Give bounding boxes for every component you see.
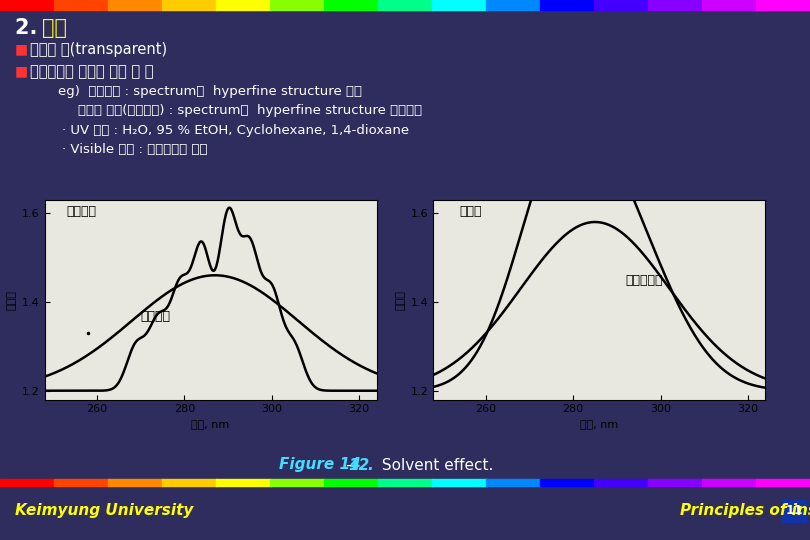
Bar (270, 0, 325, 10)
Text: 기체상태: 기체상태 (66, 205, 96, 218)
Bar (0, 479, 55, 486)
Text: 흥광물질에 영향을 주지 말 것: 흥광물질에 영향을 주지 말 것 (30, 64, 154, 79)
Bar (702, 0, 757, 10)
Bar (162, 479, 217, 486)
Bar (756, 479, 810, 486)
Bar (648, 0, 703, 10)
Bar (648, 479, 703, 486)
Bar (162, 0, 217, 10)
Text: Solvent effect.: Solvent effect. (377, 457, 493, 472)
Text: 투명할 것(transparent): 투명할 것(transparent) (30, 42, 167, 57)
Bar (108, 479, 163, 486)
Bar (782, 500, 806, 522)
Text: 헵탄용매: 헵탄용매 (141, 309, 171, 323)
Y-axis label: 진동수: 진동수 (395, 290, 405, 309)
Bar (432, 479, 487, 486)
Text: 2.: 2. (15, 18, 45, 38)
Text: .: . (367, 457, 373, 472)
Text: · Visible 영역 : 무색용매만 사용: · Visible 영역 : 무색용매만 사용 (62, 143, 207, 156)
Bar (324, 0, 379, 10)
Bar (378, 479, 433, 486)
Bar (378, 0, 433, 10)
Bar (702, 479, 757, 486)
Text: 물용매: 물용매 (459, 205, 482, 218)
Bar (324, 479, 379, 486)
Text: 11: 11 (785, 504, 803, 517)
Bar (540, 479, 595, 486)
Y-axis label: 진동수: 진동수 (6, 290, 16, 309)
Text: Keimyung University: Keimyung University (15, 503, 194, 517)
Bar (54, 479, 109, 486)
X-axis label: 파장, nm: 파장, nm (191, 420, 230, 430)
Text: 비극성 용매(탄화수소) : spectrum의  hyperfine structure 관찰용이: 비극성 용매(탄화수소) : spectrum의 hyperfine struc… (78, 104, 422, 117)
Bar (486, 479, 541, 486)
Text: ■: ■ (15, 42, 28, 56)
Bar (432, 0, 487, 10)
Bar (486, 0, 541, 10)
Text: Principles of instrumental analysis: Principles of instrumental analysis (680, 503, 810, 517)
X-axis label: 파장, nm: 파장, nm (580, 420, 619, 430)
Bar (540, 0, 595, 10)
Bar (108, 0, 163, 10)
Bar (594, 0, 649, 10)
Text: 용매: 용매 (42, 18, 67, 38)
Text: · UV 영역 : H₂O, 95 % EtOH, Cyclohexane, 1,4-dioxane: · UV 영역 : H₂O, 95 % EtOH, Cyclohexane, 1… (62, 124, 409, 137)
Text: 12: 12 (348, 457, 369, 472)
Bar (756, 0, 810, 10)
Text: ■: ■ (15, 64, 28, 78)
Bar (0, 0, 55, 10)
Text: -: - (345, 457, 351, 472)
Text: Figure 14: Figure 14 (279, 457, 361, 472)
Text: eg)  극성용매 : spectrum의  hyperfine structure 소멸: eg) 극성용매 : spectrum의 hyperfine structure… (58, 85, 362, 98)
Bar (594, 479, 649, 486)
Bar (216, 0, 271, 10)
Bar (216, 479, 271, 486)
Bar (54, 0, 109, 10)
Bar (270, 479, 325, 486)
Text: 알코올용매: 알코올용매 (625, 274, 663, 287)
